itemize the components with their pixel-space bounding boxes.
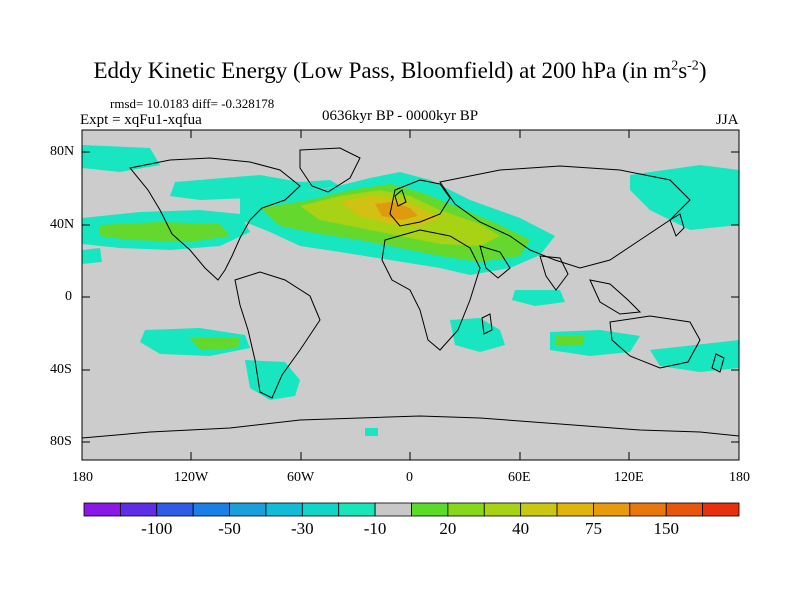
colorbar-label: 20 xyxy=(439,519,457,538)
colorbar-swatch xyxy=(593,502,631,517)
colorbar-swatch xyxy=(665,502,704,517)
colorbar-swatch xyxy=(447,502,485,517)
colorbar-swatch xyxy=(229,502,267,517)
colorbar-swatch xyxy=(556,502,594,517)
colorbar-label: -50 xyxy=(218,519,241,538)
colorbar-swatch xyxy=(301,502,340,517)
coastlines xyxy=(82,147,739,439)
period-label: 0636kyr BP - 0000kyr BP xyxy=(322,108,479,124)
map-field xyxy=(82,130,739,460)
colorbar-swatch xyxy=(83,502,121,517)
colorbar-swatch xyxy=(483,502,522,517)
experiment-label: Expt = xqFu1-xqfua xyxy=(80,112,202,128)
colorbar-swatch xyxy=(265,502,303,517)
colorbar-swatch xyxy=(411,502,449,517)
colorbar-swatch xyxy=(702,502,740,517)
x-tick-label: 120E xyxy=(614,470,644,485)
y-tick-label: 80N xyxy=(50,144,75,159)
colorbar-swatch xyxy=(338,502,376,517)
y-tick-label: 40N xyxy=(50,217,75,232)
colorbar-swatch xyxy=(156,502,194,517)
y-tick-label: 0 xyxy=(65,289,72,304)
stats-label: rmsd= 10.0183 diff= -0.328178 xyxy=(110,96,275,111)
x-tick-label: 120W xyxy=(174,470,209,485)
colorbar-label: -30 xyxy=(290,519,314,538)
season-label: JJA xyxy=(716,112,739,128)
colorbar-swatch xyxy=(629,502,667,517)
colorbar-label: -10 xyxy=(363,519,387,538)
colorbar-label: 75 xyxy=(584,519,602,538)
x-tick-label: 180 xyxy=(72,470,93,485)
plot-title: Eddy Kinetic Energy (Low Pass, Bloomfiel… xyxy=(93,58,707,83)
colorbar-swatch xyxy=(192,502,230,517)
colorbar-label: -100 xyxy=(141,519,173,538)
x-tick-label: 0 xyxy=(406,470,413,485)
colorbar-swatch xyxy=(374,502,412,517)
x-tick-label: 60E xyxy=(508,470,531,485)
colorbar-label: 40 xyxy=(512,519,530,538)
colorbar-label: 150 xyxy=(653,519,679,538)
x-tick-label: 180 xyxy=(729,470,750,485)
x-tick-label: 60W xyxy=(287,470,315,485)
axis-tick-marks xyxy=(82,130,739,460)
orange-regions xyxy=(375,202,418,220)
y-tick-label: 80S xyxy=(50,434,72,449)
colorbar-swatch xyxy=(119,502,158,517)
y-tick-label: 40S xyxy=(50,362,72,377)
colorbar-swatch xyxy=(520,502,558,517)
